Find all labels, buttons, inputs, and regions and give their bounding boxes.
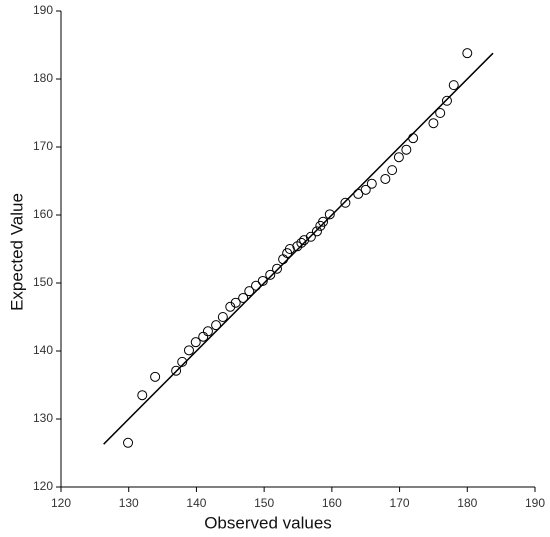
point [353,188,364,199]
point [408,133,419,144]
x-tick-label: 120 [51,496,71,510]
point [366,178,377,189]
x-tick-label: 190 [525,496,545,510]
point [318,216,329,227]
point [251,280,262,291]
point [340,197,351,208]
point [380,173,391,184]
point [428,118,439,129]
point [278,254,289,265]
point [230,297,241,308]
x-tick-label: 130 [119,496,139,510]
y-tick-label: 120 [33,479,53,493]
point [360,184,371,195]
point [401,144,412,155]
x-tick-label: 160 [322,496,342,510]
point [238,292,249,303]
point [387,165,398,176]
y-tick-label: 160 [33,207,53,221]
point [257,275,268,286]
point [171,365,182,376]
point [217,312,228,322]
point [299,235,310,246]
y-tick-label: 150 [33,275,53,289]
point [305,231,316,242]
point [311,226,322,237]
point [198,331,209,342]
point [272,263,283,274]
point [190,337,201,348]
y-axis-label: Expected Value [7,193,26,311]
point [137,390,148,401]
point [177,356,188,367]
point [123,437,134,448]
y-tick-label: 170 [33,139,53,153]
y-tick-label: 140 [33,343,53,357]
point [296,237,307,248]
y-tick-label: 130 [33,411,53,425]
point [211,320,222,331]
y-tick-label: 190 [33,3,53,17]
point [462,48,473,59]
point [324,209,335,220]
point [393,152,404,163]
x-tick-label: 170 [390,496,410,510]
x-tick-label: 150 [254,496,274,510]
point [150,371,161,382]
point [284,244,295,254]
x-axis-label: Observed values [204,513,332,532]
point [265,269,276,280]
x-tick-label: 180 [457,496,477,510]
point [435,108,446,118]
point [441,95,452,106]
point [183,345,194,356]
x-tick-label: 140 [186,496,206,510]
point [448,80,459,91]
reference-line [103,52,494,445]
point [244,286,255,297]
y-tick-label: 180 [33,71,53,85]
point [202,326,213,337]
